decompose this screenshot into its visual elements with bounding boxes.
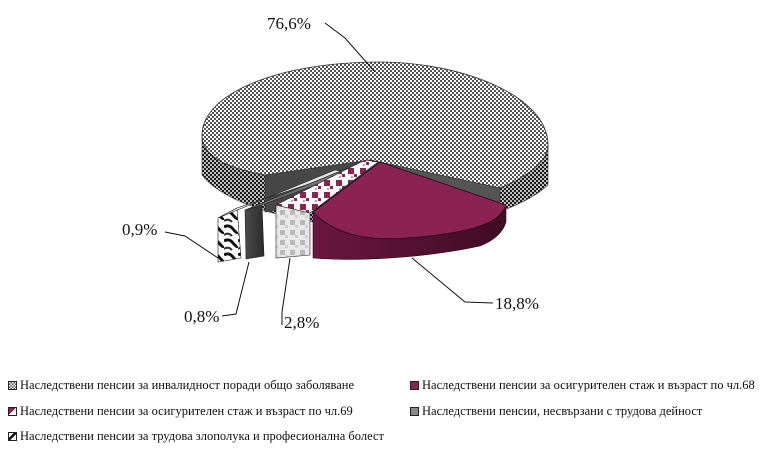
legend-item-accident: Наследствени пенсии за трудова злополука… — [8, 429, 384, 444]
slice-side-0-8 — [244, 204, 265, 260]
label-0-9: 0,9% — [122, 220, 157, 239]
legend-swatch-marble — [8, 432, 17, 441]
leader-lines — [164, 22, 494, 325]
legend-item-invalidity: Наследствени пенсии за инвалидност порад… — [8, 378, 354, 393]
leader-18-8 — [411, 257, 494, 304]
legend-label: Наследствени пенсии за осигурителен стаж… — [20, 404, 353, 418]
legend-swatch-gray — [410, 407, 419, 416]
legend-swatch-plaid — [8, 407, 17, 416]
label-0-8: 0,8% — [184, 307, 219, 326]
slice-2-8 — [275, 159, 379, 214]
legend-swatch-checker — [8, 381, 17, 390]
label-2-8: 2,8% — [284, 313, 319, 332]
legend-label: Наследствени пенсии за осигурителен стаж… — [422, 378, 755, 392]
leader-76-6 — [324, 22, 376, 73]
label-18-8: 18,8% — [495, 294, 539, 313]
leader-0-8 — [221, 261, 250, 317]
label-76-6: 76,6% — [267, 14, 311, 33]
leader-0-9 — [164, 231, 219, 259]
legend-item-unrelated: Наследствени пенсии, несвързани с трудов… — [410, 404, 702, 419]
legend-swatch-magenta — [410, 381, 419, 390]
legend-label: Наследствени пенсии, несвързани с трудов… — [422, 404, 703, 418]
slice-76-6 — [201, 61, 549, 189]
leader-2-8 — [281, 257, 291, 325]
legend-item-art68: Наследствени пенсии за осигурителен стаж… — [410, 378, 755, 393]
slice-18-8 — [312, 161, 507, 240]
legend-label: Наследствени пенсии за инвалидност порад… — [20, 378, 354, 392]
legend-label: Наследствени пенсии за трудова злополука… — [20, 429, 384, 443]
legend-item-art69: Наследствени пенсии за осигурителен стаж… — [8, 404, 353, 419]
slice-side-2-8 — [275, 204, 311, 259]
